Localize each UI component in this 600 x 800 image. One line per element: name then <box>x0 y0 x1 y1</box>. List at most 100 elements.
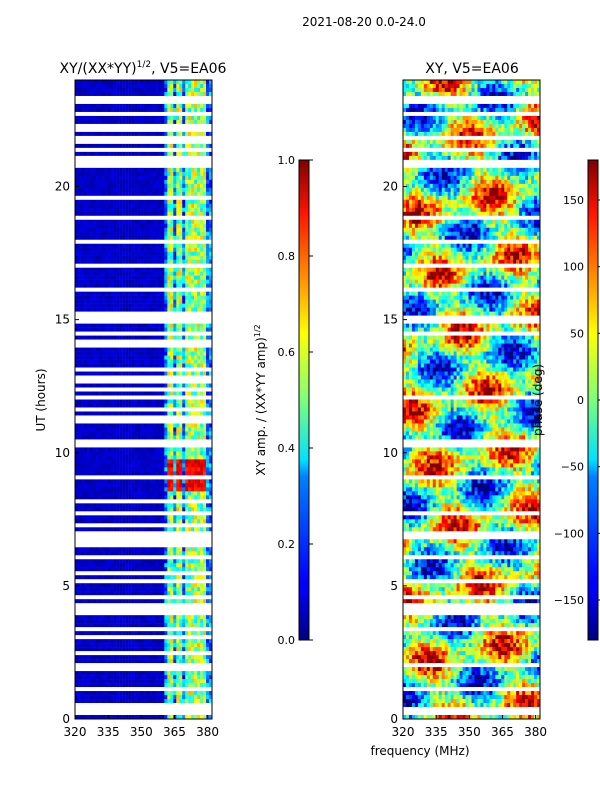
heatmap-cell <box>179 132 182 136</box>
heatmap-cell <box>81 212 84 216</box>
heatmap-cell <box>188 240 191 244</box>
heatmap-cell <box>155 100 158 104</box>
heatmap-cell <box>149 148 152 152</box>
heatmap-cell <box>161 272 164 276</box>
heatmap-cell <box>135 248 138 252</box>
heatmap-cell <box>99 236 102 240</box>
heatmap-cell <box>105 144 108 148</box>
heatmap-cell <box>99 200 102 204</box>
heatmap-cell <box>81 208 84 212</box>
heatmap-cell <box>188 180 191 184</box>
heatmap-cell <box>81 248 84 252</box>
heatmap-cell <box>173 212 176 216</box>
heatmap-cell <box>129 260 132 264</box>
heatmap-cell <box>176 160 179 164</box>
heatmap-cell <box>78 228 81 232</box>
heatmap-cell <box>90 208 93 212</box>
heatmap-cell <box>93 136 96 140</box>
heatmap-cell <box>102 224 105 228</box>
heatmap-cell <box>99 124 102 128</box>
heatmap-cell <box>158 240 161 244</box>
heatmap-cell <box>129 88 132 92</box>
heatmap-cell <box>132 128 135 132</box>
heatmap-cell <box>185 216 188 220</box>
heatmap-cell <box>191 168 194 172</box>
heatmap-cell <box>117 152 120 156</box>
heatmap-cell <box>84 284 87 288</box>
heatmap-cell <box>105 248 108 252</box>
heatmap-cell <box>78 112 81 116</box>
heatmap-cell <box>167 136 170 140</box>
heatmap-cell <box>81 168 84 172</box>
heatmap-cell <box>146 232 149 236</box>
heatmap-cell <box>108 236 111 240</box>
heatmap-cell <box>152 184 155 188</box>
heatmap-cell <box>188 152 191 156</box>
heatmap-cell <box>152 124 155 128</box>
heatmap-cell <box>120 244 123 248</box>
heatmap-cell <box>141 244 144 248</box>
heatmap-cell <box>129 100 132 104</box>
heatmap-cell <box>120 140 123 144</box>
heatmap-cell <box>111 148 114 152</box>
heatmap-cell <box>78 108 81 112</box>
heatmap-cell <box>206 92 209 96</box>
heatmap-cell <box>197 168 200 172</box>
heatmap-cell <box>194 228 197 232</box>
heatmap-cell <box>138 176 141 180</box>
heatmap-cell <box>78 184 81 188</box>
heatmap-cell <box>167 80 170 84</box>
heatmap-cell <box>176 280 179 284</box>
heatmap-cell <box>102 104 105 108</box>
heatmap-cell <box>135 100 138 104</box>
heatmap-cell <box>194 196 197 200</box>
heatmap-cell <box>96 232 99 236</box>
heatmap-cell <box>173 128 176 132</box>
heatmap-cell <box>164 172 167 176</box>
heatmap-cell <box>132 176 135 180</box>
heatmap-cell <box>132 112 135 116</box>
heatmap-cell <box>132 164 135 168</box>
heatmap-cell <box>108 156 111 160</box>
heatmap-cell <box>158 272 161 276</box>
heatmap-cell <box>155 92 158 96</box>
heatmap-cell <box>117 208 120 212</box>
heatmap-cell <box>129 96 132 100</box>
heatmap-cell <box>158 184 161 188</box>
heatmap-cell <box>152 176 155 180</box>
heatmap-cell <box>84 188 87 192</box>
heatmap-cell <box>111 212 114 216</box>
heatmap-cell <box>173 120 176 124</box>
heatmap-cell <box>164 80 167 84</box>
heatmap-cell <box>114 228 117 232</box>
heatmap-cell <box>111 268 114 272</box>
heatmap-cell <box>135 148 138 152</box>
heatmap-cell <box>117 260 120 264</box>
heatmap-cell <box>114 192 117 196</box>
heatmap-cell <box>144 224 147 228</box>
heatmap-cell <box>99 180 102 184</box>
heatmap-cell <box>191 140 194 144</box>
heatmap-cell <box>179 120 182 124</box>
heatmap-cell <box>203 92 206 96</box>
heatmap-cell <box>170 132 173 136</box>
heatmap-cell <box>158 288 161 292</box>
heatmap-cell <box>152 212 155 216</box>
heatmap-cell <box>185 124 188 128</box>
heatmap-cell <box>191 276 194 280</box>
heatmap-cell <box>141 168 144 172</box>
heatmap-cell <box>170 236 173 240</box>
heatmap-cell <box>170 80 173 84</box>
heatmap-cell <box>144 216 147 220</box>
heatmap-cell <box>120 188 123 192</box>
heatmap-cell <box>164 220 167 224</box>
heatmap-cell <box>108 80 111 84</box>
heatmap-cell <box>108 132 111 136</box>
heatmap-cell <box>99 212 102 216</box>
heatmap-cell <box>138 252 141 256</box>
heatmap-cell <box>203 252 206 256</box>
heatmap-cell <box>191 124 194 128</box>
heatmap-cell <box>197 108 200 112</box>
heatmap-cell <box>200 132 203 136</box>
heatmap-cell <box>102 148 105 152</box>
